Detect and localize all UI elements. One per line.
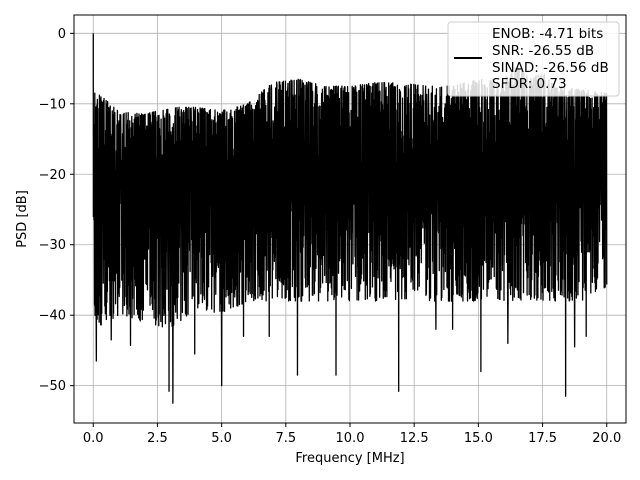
x-tick-label: 20.0 — [592, 431, 621, 446]
legend-entry: ENOB: -4.71 bits SNR: -26.55 dB SINAD: -… — [492, 26, 613, 92]
x-tick-label: 10.0 — [336, 431, 365, 446]
y-tick-label: −20 — [39, 168, 66, 183]
y-tick-label: −30 — [39, 238, 66, 253]
x-tick-label: 15.0 — [464, 431, 493, 446]
legend-line-sinad: SINAD: -26.56 dB — [492, 60, 609, 76]
x-axis-label: Frequency [MHz] — [295, 451, 404, 466]
x-tick-label: 0.0 — [83, 431, 104, 446]
y-tick-label: 0 — [58, 27, 66, 42]
y-tick-label: −10 — [39, 97, 66, 112]
x-tick-label: 5.0 — [211, 431, 232, 446]
legend-line-snr: SNR: -26.55 dB — [492, 43, 594, 59]
x-tick-label: 17.5 — [528, 431, 557, 446]
psd-series-line — [92, 33, 608, 404]
x-axis-ticks: 0.0 2.5 5.0 7.5 10.0 12.5 15.0 17.5 20.0 — [83, 423, 621, 446]
y-tick-label: −50 — [39, 379, 66, 394]
x-tick-label: 2.5 — [147, 431, 168, 446]
y-axis-label: PSD [dB] — [15, 190, 30, 248]
legend-line-sfdr: SFDR: 0.73 — [492, 76, 567, 92]
x-tick-label: 7.5 — [275, 431, 296, 446]
x-tick-label: 12.5 — [400, 431, 429, 446]
plot-area — [92, 33, 608, 404]
y-tick-label: −40 — [39, 309, 66, 324]
legend: ENOB: -4.71 bits SNR: -26.55 dB SINAD: -… — [447, 21, 620, 97]
legend-line-enob: ENOB: -4.71 bits — [492, 26, 603, 42]
y-axis-ticks: 0 −10 −20 −30 −40 −50 — [39, 27, 74, 394]
legend-box — [447, 21, 620, 97]
